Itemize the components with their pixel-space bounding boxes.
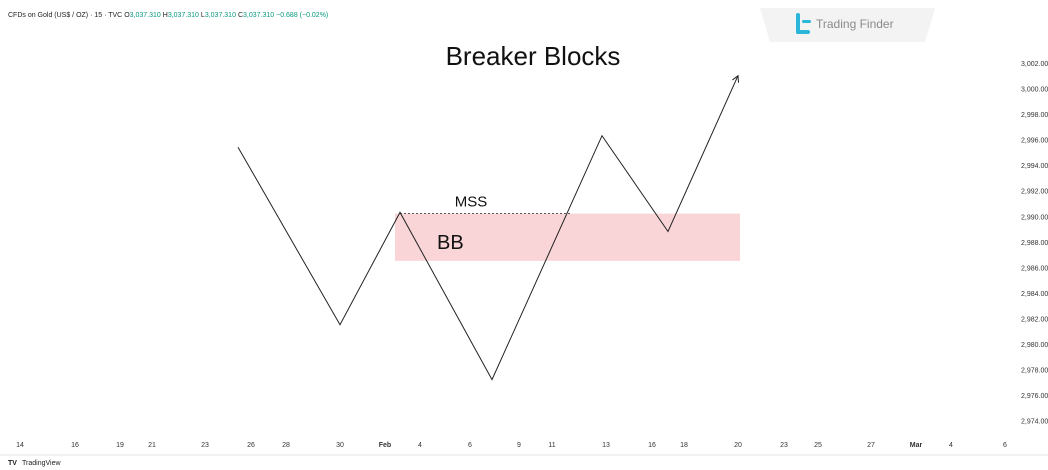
- breaker-block-zone: [395, 213, 740, 261]
- ohlc-value: 3,037.310: [130, 12, 161, 19]
- footer-brand: TradingView: [22, 460, 61, 467]
- x-tick-label: 28: [282, 442, 290, 449]
- x-tick-label: 18: [680, 442, 688, 449]
- x-tick-label: Mar: [910, 442, 923, 449]
- y-tick-label: 2,992.00: [1021, 189, 1048, 196]
- x-tick-label: 26: [247, 442, 255, 449]
- ohlc-key: O: [124, 12, 130, 19]
- y-tick-label: 3,002.00: [1021, 61, 1048, 68]
- x-tick-label: 23: [780, 442, 788, 449]
- ohlc-key: H: [163, 12, 168, 19]
- y-tick-label: 2,994.00: [1021, 163, 1048, 170]
- x-tick-label: 9: [517, 442, 521, 449]
- logo-text: Trading Finder: [816, 17, 894, 31]
- x-tick-label: 14: [16, 442, 24, 449]
- zone-label: BB: [437, 232, 464, 254]
- y-tick-label: 2,990.00: [1021, 214, 1048, 221]
- x-tick-label: 6: [1003, 442, 1007, 449]
- ohlc-key: L: [201, 12, 205, 19]
- y-tick-label: 3,000.00: [1021, 87, 1048, 94]
- arrow-head: [732, 74, 740, 83]
- x-tick-label: 19: [116, 442, 124, 449]
- x-tick-label: 13: [602, 442, 610, 449]
- ohlc-value: 3,037.310: [243, 12, 274, 19]
- x-tick-label: 21: [148, 442, 156, 449]
- logo-icon: [796, 30, 810, 34]
- price-line: [237, 75, 739, 381]
- x-tick-label: 23: [201, 442, 209, 449]
- y-tick-label: 2,984.00: [1021, 291, 1048, 298]
- y-tick-label: 2,978.00: [1021, 368, 1048, 375]
- y-tick-label: 2,996.00: [1021, 138, 1048, 145]
- logo-icon: [796, 13, 800, 34]
- ohlc-key: C: [238, 12, 243, 19]
- x-tick-label: 4: [418, 442, 422, 449]
- legend-header: CFDs on Gold (US$ / OZ) · 15 · TVC O3,03…: [8, 12, 328, 19]
- y-tick-label: 2,980.00: [1021, 342, 1048, 349]
- ohlc-value: 3,037.310: [205, 12, 236, 19]
- x-tick-label: 16: [648, 442, 656, 449]
- x-tick-label: 30: [336, 442, 344, 449]
- x-tick-label: 11: [548, 442, 555, 449]
- x-tick-label: 20: [734, 442, 742, 449]
- y-tick-label: 2,998.00: [1021, 112, 1048, 119]
- y-tick-label: 2,986.00: [1021, 265, 1048, 272]
- x-tick-label: 4: [949, 442, 953, 449]
- y-tick-label: 2,988.00: [1021, 240, 1048, 247]
- y-tick-label: 2,982.00: [1021, 316, 1048, 323]
- y-tick-label: 2,976.00: [1021, 393, 1048, 400]
- mss-label: MSS: [455, 194, 488, 211]
- symbol: CFDs on Gold (US$ / OZ) · 15 · TVC: [8, 12, 122, 19]
- x-tick-label: 16: [71, 442, 79, 449]
- logo-icon: [802, 20, 811, 23]
- change: −0.688 (−0.02%): [276, 12, 328, 19]
- ohlc-value: 3,037.310: [168, 12, 199, 19]
- x-tick-label: 25: [814, 442, 822, 449]
- footer-logo-mark: TV: [8, 460, 17, 467]
- x-tick-label: 27: [867, 442, 875, 449]
- x-tick-label: Feb: [379, 442, 391, 449]
- y-tick-label: 2,974.00: [1021, 419, 1048, 426]
- chart-title: Breaker Blocks: [446, 41, 621, 71]
- x-tick-label: 6: [468, 442, 472, 449]
